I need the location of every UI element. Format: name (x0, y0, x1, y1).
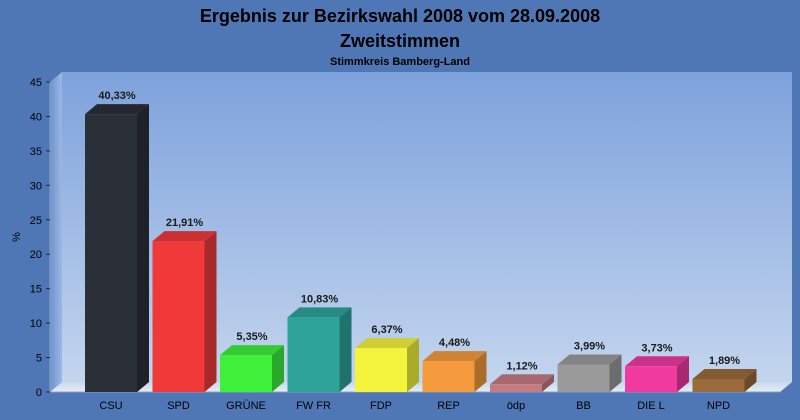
y-tick-label: 25 (30, 215, 42, 227)
bar-side (204, 231, 217, 392)
bar (490, 374, 554, 392)
bar-side (744, 368, 757, 392)
bar-front (152, 241, 205, 392)
x-axis-ticks: CSU SPD GRÜNE FW FR FDP REP ödp BB DIE L NPD (99, 400, 730, 412)
bar-top (557, 354, 622, 365)
side-wall (50, 72, 62, 392)
y-tick-label: 30 (30, 180, 42, 192)
y-tick-label: 20 (30, 249, 42, 261)
bar-value-label: 3,73% (641, 342, 672, 354)
x-tick-label: ödp (507, 400, 525, 412)
chart-caption: Stimmkreis Bamberg-Land (330, 56, 470, 68)
x-tick-label: DIE L (637, 400, 665, 412)
bar-top (152, 231, 217, 242)
bar (287, 307, 352, 392)
x-tick-label: BB (576, 400, 591, 412)
bar-side (677, 356, 689, 392)
x-tick-label: FDP (370, 400, 392, 412)
y-tick-label: 40 (30, 111, 42, 123)
y-tick-label: 5 (36, 353, 42, 365)
x-tick-label: GRÜNE (226, 400, 266, 412)
bar (692, 368, 757, 392)
bar-value-label: 10,83% (301, 293, 339, 305)
bar-side (137, 104, 149, 392)
bar (152, 231, 217, 392)
chart-subtitle: Zweitstimmen (340, 31, 460, 51)
bar-value-label: 6,37% (371, 324, 402, 336)
bar (85, 104, 149, 392)
bar-front (85, 114, 137, 392)
bar-value-label: 1,12% (506, 360, 537, 372)
bar-value-label: 21,91% (166, 217, 204, 229)
bars (85, 104, 757, 392)
bar-side (609, 354, 622, 392)
bar-front (490, 384, 542, 392)
bar (220, 345, 284, 392)
y-axis-label: % (11, 232, 23, 242)
y-tick-label: 45 (30, 77, 42, 89)
bar-top (85, 104, 149, 115)
y-tick-label: 15 (30, 284, 42, 296)
bar-front (287, 317, 340, 392)
bar-top (625, 356, 689, 367)
y-tick-label: 35 (30, 146, 42, 158)
bar-value-label: 4,48% (439, 337, 470, 349)
bar-side (272, 345, 284, 392)
y-axis-ticks: 0 5 10 15 20 25 30 35 40 45 (30, 77, 50, 399)
bar-top (220, 345, 284, 356)
bar-top (287, 307, 352, 318)
bar-value-label: 1,89% (709, 355, 740, 367)
bar-value-label: 5,35% (236, 331, 267, 343)
y-tick-label: 10 (30, 318, 42, 330)
x-tick-label: REP (437, 400, 460, 412)
bar-front (355, 348, 407, 392)
bar-side (339, 307, 352, 392)
bar-side (407, 338, 419, 392)
bar-top (355, 338, 419, 349)
bar-top (422, 351, 487, 362)
bar-side (542, 374, 554, 392)
bar-side (474, 351, 487, 392)
y-tick-label: 0 (36, 387, 42, 399)
bar-front (422, 361, 475, 392)
x-tick-label: FW FR (296, 400, 331, 412)
value-labels: 40,33% 21,91% 5,35% 10,83% 6,37% 4,48% 1,12% 3,… (98, 90, 740, 372)
bar-top (490, 374, 554, 385)
bar (557, 354, 622, 392)
bar-value-label: 40,33% (98, 90, 136, 102)
bar (422, 351, 487, 392)
x-tick-label: CSU (99, 400, 122, 412)
bar (625, 356, 689, 392)
bar-front (557, 364, 610, 392)
bar-top (692, 368, 757, 379)
x-tick-label: NPD (707, 400, 730, 412)
bar-front (220, 355, 272, 392)
bar-value-label: 3,99% (574, 341, 605, 353)
bar (355, 338, 419, 392)
bar-front (692, 378, 745, 392)
x-tick-label: SPD (167, 400, 190, 412)
chart-title: Ergebnis zur Bezirkswahl 2008 vom 28.09.… (200, 6, 600, 26)
back-wall (62, 72, 792, 382)
bar-front (625, 366, 677, 392)
